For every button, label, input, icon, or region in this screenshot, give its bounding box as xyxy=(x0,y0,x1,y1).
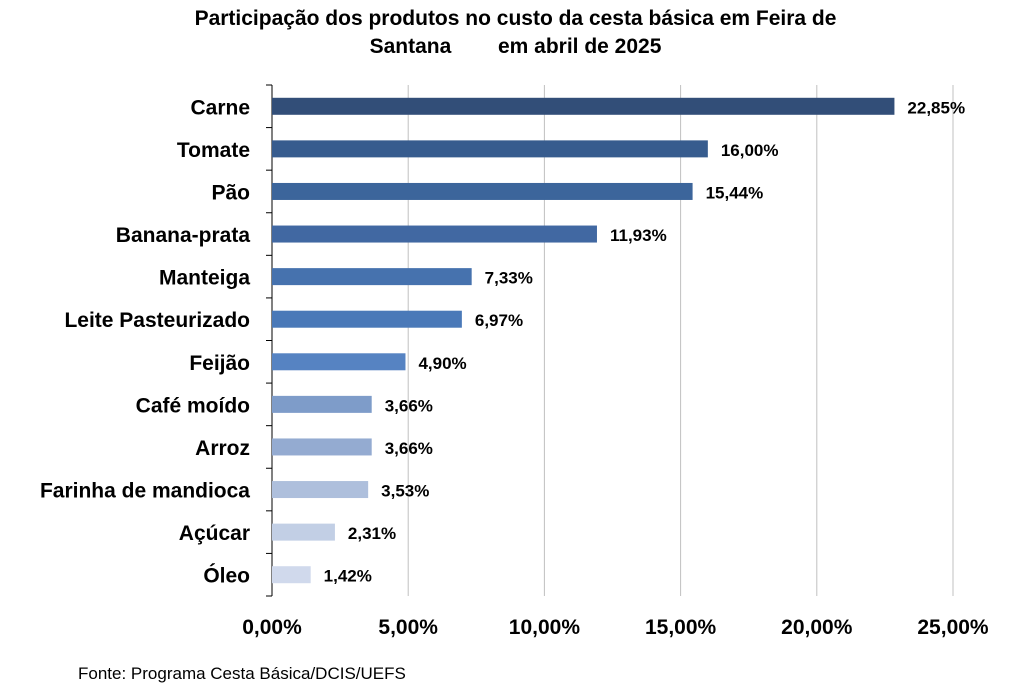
bar xyxy=(272,481,369,499)
category-label: Café moído xyxy=(136,394,250,417)
x-tick-label: 20,00% xyxy=(781,616,853,639)
category-label: Leite Pasteurizado xyxy=(64,309,250,332)
category-label: Manteiga xyxy=(159,267,250,290)
value-label: 15,44% xyxy=(706,183,764,202)
x-tick-label: 0,00% xyxy=(242,616,302,639)
bar xyxy=(272,395,372,413)
category-label: Carne xyxy=(190,96,250,119)
value-label: 6,97% xyxy=(475,311,523,330)
bar xyxy=(272,438,372,456)
value-label: 3,66% xyxy=(385,439,433,458)
value-label: 16,00% xyxy=(721,141,779,160)
category-label: Farinha de mandioca xyxy=(40,480,250,503)
bar xyxy=(272,523,335,541)
bar xyxy=(272,97,895,115)
bar xyxy=(272,140,708,158)
chart-title-line-2: Santana em abril de 2025 xyxy=(369,35,662,58)
source-note: Fonte: Programa Cesta Básica/DCIS/UEFS xyxy=(78,664,406,683)
bar xyxy=(272,353,406,371)
category-label: Feijão xyxy=(189,352,250,375)
value-label: 3,53% xyxy=(381,482,429,501)
x-tick-label: 15,00% xyxy=(645,616,717,639)
category-label: Óleo xyxy=(203,564,250,588)
x-tick-label: 10,00% xyxy=(509,616,581,639)
category-label: Pão xyxy=(211,181,250,204)
bar xyxy=(272,310,462,328)
bar xyxy=(272,225,597,243)
value-label: 7,33% xyxy=(485,269,533,288)
category-label: Banana-prata xyxy=(116,224,251,247)
value-label: 4,90% xyxy=(418,354,466,373)
x-tick-label: 5,00% xyxy=(378,616,438,639)
category-label: Tomate xyxy=(177,139,250,162)
bar xyxy=(272,182,693,200)
value-label: 3,66% xyxy=(385,396,433,415)
value-label: 2,31% xyxy=(348,524,396,543)
category-label: Açúcar xyxy=(179,522,250,545)
bar xyxy=(272,566,311,584)
category-label: Arroz xyxy=(195,437,250,460)
chart-title-line-1: Participação dos produtos no custo da ce… xyxy=(194,7,837,30)
value-label: 1,42% xyxy=(324,567,372,586)
value-label: 11,93% xyxy=(610,226,667,245)
value-label: 22,85% xyxy=(907,98,965,117)
bar xyxy=(272,268,472,286)
x-tick-label: 25,00% xyxy=(917,616,989,639)
